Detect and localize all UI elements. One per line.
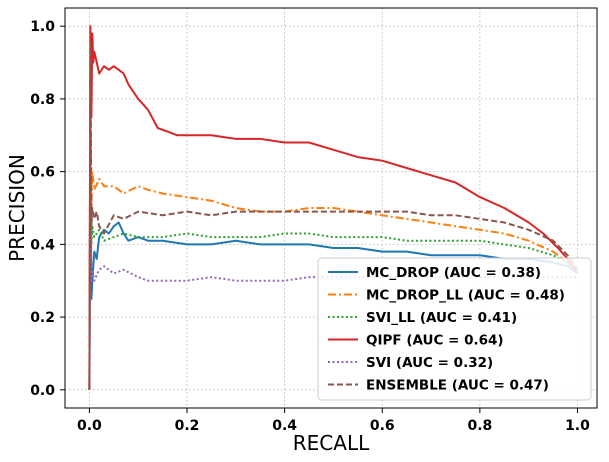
y-tick-label: 0.4 [30,237,55,253]
x-tick-label: 0.8 [467,418,492,434]
legend: MC_DROP (AUC = 0.38) MC_DROP_LL (AUC = 0.… [317,257,592,401]
x-tick-label: 0.4 [272,418,297,434]
x-tick-label: 1.0 [565,418,590,434]
series-line-3 [88,25,579,390]
x-tick-label: 0.6 [370,418,395,434]
axis-ticks: 0.0 0.2 0.4 0.6 0.8 1.0 0.0 0.2 0.4 0.6 0.8 1.0 [30,19,590,434]
series-line-2 [88,116,579,390]
legend-label-1: MC_DROP_LL (AUC = 0.48) [366,288,565,304]
y-tick-label: 0.8 [30,92,55,108]
legend-label-2: SVI_LL (AUC = 0.41) [366,310,517,326]
series-line-1 [88,61,579,390]
y-tick-label: 0.6 [30,165,55,181]
legend-label-3: QIPF (AUC = 0.64) [366,333,504,349]
x-tick-label: 0.0 [77,418,102,434]
plot-frame [64,7,598,409]
y-tick-label: 0.2 [30,310,55,326]
x-tick-label: 0.2 [175,418,200,434]
series-line-0 [88,170,579,390]
series-line-5 [88,43,579,390]
legend-label-4: SVI (AUC = 0.32) [366,355,493,371]
x-axis-label: RECALL [293,431,370,455]
y-axis-label: PRECISION [5,154,29,262]
y-tick-label: 1.0 [30,19,55,35]
legend-label-5: ENSEMBLE (AUC = 0.47) [366,378,549,394]
legend-label-0: MC_DROP (AUC = 0.38) [366,265,541,281]
legend-box [317,257,592,401]
y-tick-label: 0.0 [30,383,55,399]
series-lines [88,25,579,390]
